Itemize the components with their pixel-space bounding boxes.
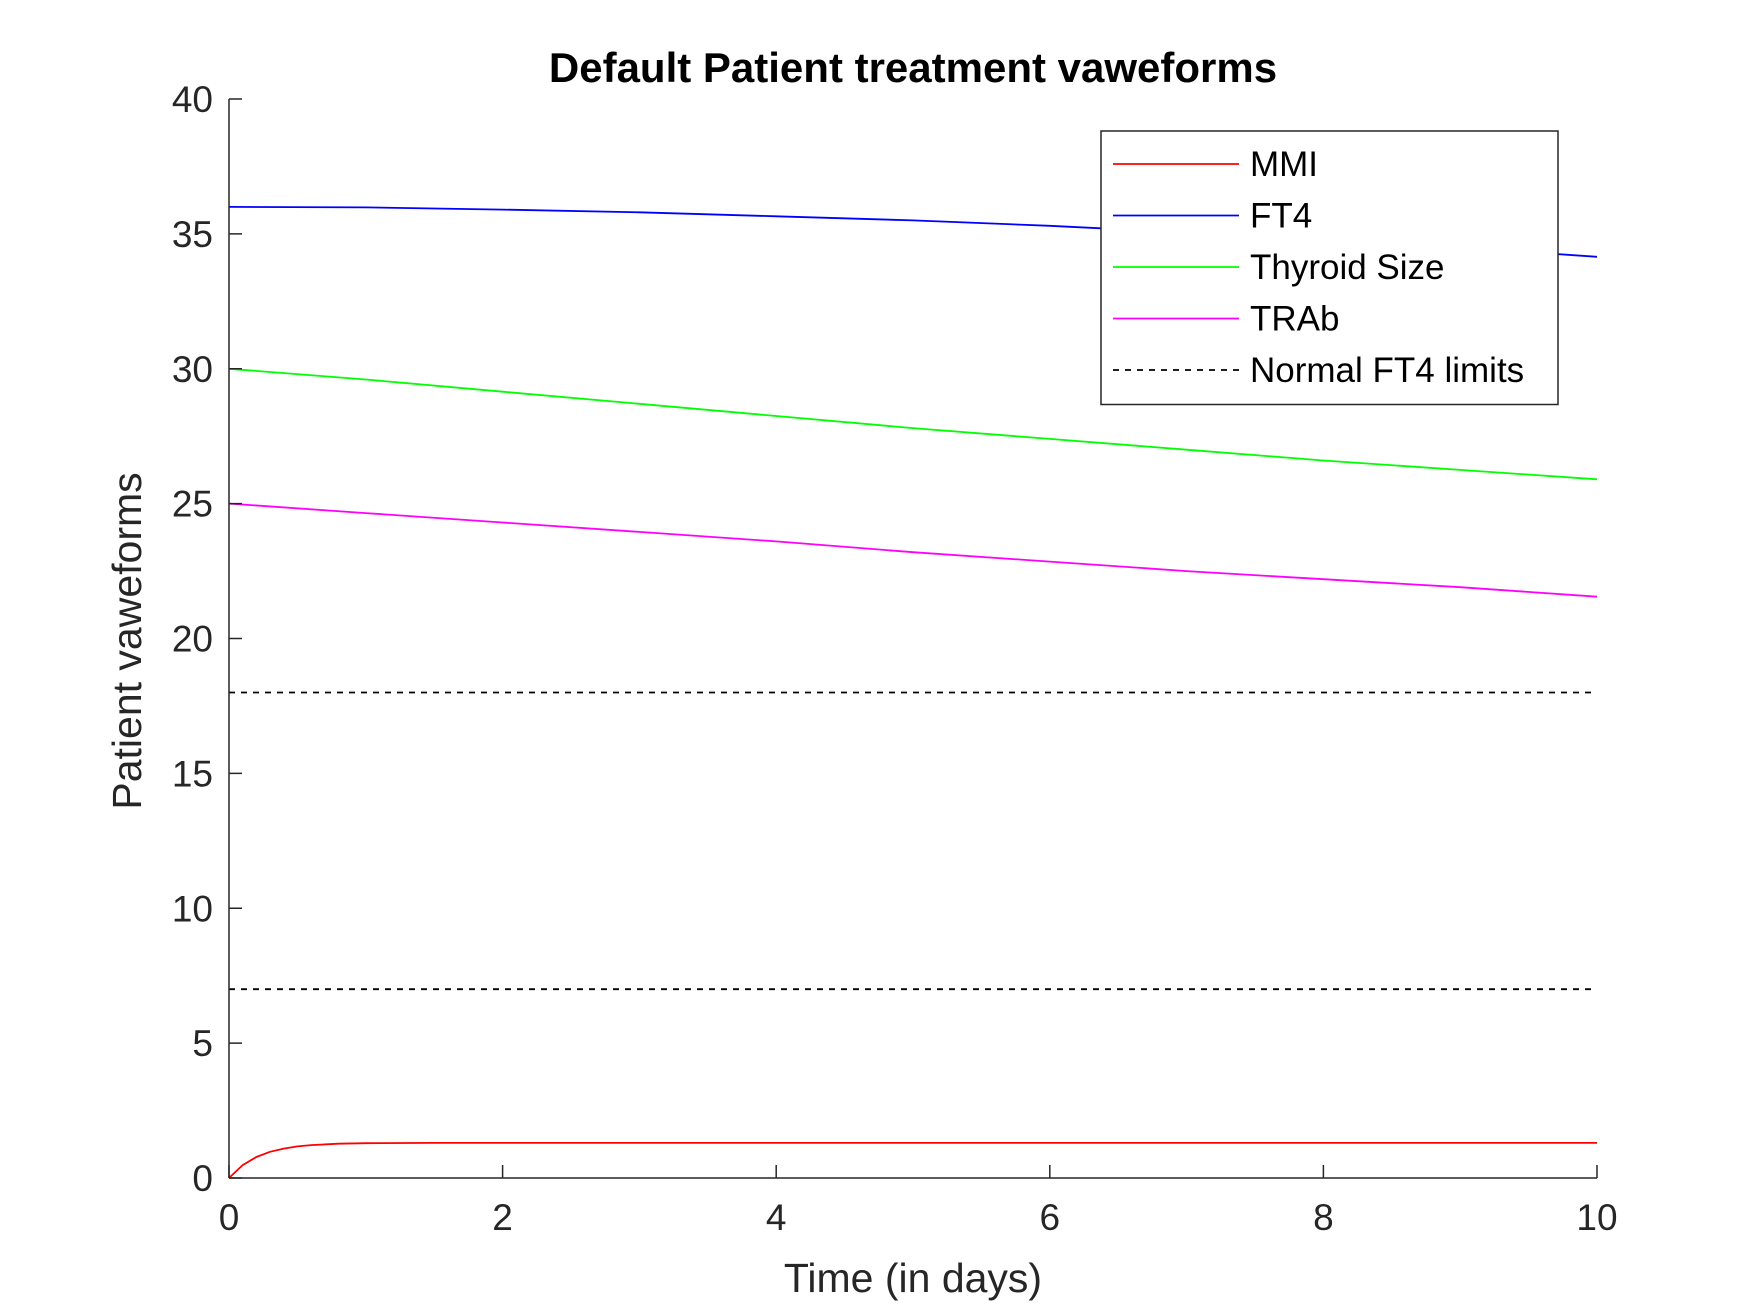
y-tick-label: 30 [172, 349, 213, 390]
legend: MMI FT4 Thyroid Size TRAb Normal FT4 limits [1100, 130, 1559, 406]
y-tick-label: 10 [172, 888, 213, 929]
x-tick-label: 6 [1040, 1197, 1061, 1238]
x-tick-label: 4 [766, 1197, 787, 1238]
y-tick-label: 0 [192, 1158, 213, 1199]
plot-series [228, 205, 1598, 1179]
legend-label-trab: TRAb [1250, 300, 1339, 339]
series-line-mmi [228, 1142, 1597, 1179]
y-tick-label: 15 [172, 753, 213, 794]
y-tick-label: 40 [172, 79, 213, 120]
x-tick-label: 10 [1576, 1197, 1617, 1238]
ticks: 0 2 4 6 8 10 0 5 10 15 20 25 30 35 40 [172, 79, 1618, 1238]
legend-label-normal-ft4-limits: Normal FT4 limits [1250, 351, 1524, 390]
legend-label-thyroid-size: Thyroid Size [1250, 248, 1445, 287]
legend-label-ft4: FT4 [1250, 197, 1312, 236]
x-tick-label: 0 [219, 1197, 240, 1238]
series-line-trab [228, 502, 1598, 598]
chart-title: Default Patient treatment vaweforms [549, 44, 1277, 91]
y-tick-label: 25 [172, 484, 213, 525]
x-axis-label: Time (in days) [784, 1255, 1042, 1301]
y-tick-label: 35 [172, 214, 213, 255]
y-tick-label: 20 [172, 619, 213, 660]
y-tick-label: 5 [192, 1023, 213, 1064]
legend-label-mmi: MMI [1250, 145, 1318, 184]
y-axis-label: Patient vaweforms [104, 472, 150, 809]
x-tick-label: 2 [492, 1197, 513, 1238]
x-tick-label: 8 [1313, 1197, 1334, 1238]
series-line-thyroid-size [228, 367, 1598, 481]
